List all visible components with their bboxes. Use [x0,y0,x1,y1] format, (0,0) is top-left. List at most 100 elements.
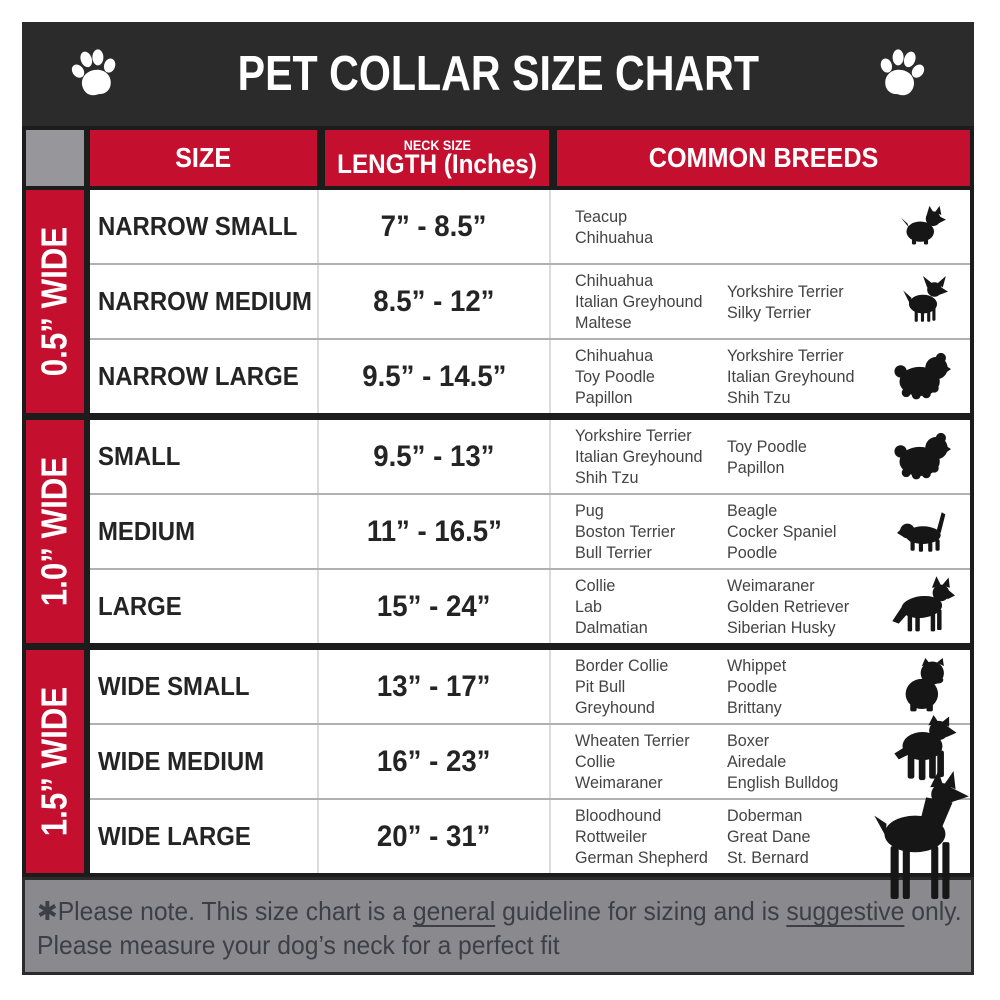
size-chart-table: SIZE NECK SIZE LENGTH (Inches) COMMON BR… [22,126,974,899]
beagle-icon [875,495,970,568]
paw-icon [66,45,123,99]
column-divider [549,495,551,568]
column-header-neck-size: NECK SIZE LENGTH (Inches) [325,130,549,186]
row-divider [90,568,970,570]
table-body: NARROW SMALL 7” - 8.5” Teacup Chihuahua … [90,190,970,899]
column-divider [549,800,551,873]
table-row-wide-medium: WIDE MEDIUM 16” - 23” Wheaten Terrier Co… [90,715,970,798]
column-divider [317,420,319,493]
corner-cell [26,130,84,186]
column-divider [549,725,551,798]
column-divider [549,570,551,643]
table-row-narrow-large: NARROW LARGE 9.5” - 14.5” Chihuahua Toy … [90,340,970,413]
column-divider [317,725,319,798]
breeds-cell: Yorkshire Terrier Italian Greyhound Shih… [551,420,970,493]
breeds-column-2: Yorkshire Terrier Silky Terrier [727,281,844,322]
neck-size-cell: 7” - 8.5” [381,209,487,243]
chihuahua-icon [875,265,970,338]
breeds-cell: Chihuahua Italian Greyhound Maltese York… [551,265,970,338]
table-row-narrow-medium: NARROW MEDIUM 8.5” - 12” Chihuahua Itali… [90,265,970,338]
column-divider [317,650,319,723]
footer-note: ✱Please note. This size chart is a gener… [22,877,974,975]
table-row-wide-large: WIDE LARGE 20” - 31” Bloodhound Rottweil… [90,771,970,899]
column-divider [317,265,319,338]
row-group-narrow: NARROW SMALL 7” - 8.5” Teacup Chihuahua … [90,190,970,413]
table-row-medium: MEDIUM 11” - 16.5” Pug Boston Terrier Bu… [90,495,970,568]
footer-note-line-1: ✱Please note. This size chart is a gener… [37,896,962,926]
size-cell: WIDE LARGE [98,821,251,851]
row-divider [90,493,970,495]
title-bar: PET COLLAR SIZE CHART [22,22,974,126]
breeds-column-1: Border Collie Pit Bull Greyhound [575,656,669,717]
table-row-wide-small: WIDE SMALL 13” - 17” Border Collie Pit B… [90,650,970,723]
german-shepherd-icon [875,570,970,643]
breeds-column-1: Collie Lab Dalmatian [575,576,648,637]
column-header-size: SIZE [90,130,317,186]
table-row-large: LARGE 15” - 24” Collie Lab Dalmatian Wei… [90,570,970,643]
neck-size-cell: 20” - 31” [377,819,491,853]
size-cell: NARROW MEDIUM [98,286,312,316]
breeds-cell: Chihuahua Toy Poodle Papillon Yorkshire … [551,340,970,413]
row-group-wide: WIDE SMALL 13” - 17” Border Collie Pit B… [90,650,970,899]
breeds-column-1: Bloodhound Rottweiler German Shepherd [575,806,708,867]
breeds-column-2: Weimaraner Golden Retriever Siberian Hus… [727,576,850,637]
breeds-column-2: Whippet Poodle Brittany [727,656,787,717]
row-group-standard: SMALL 9.5” - 13” Yorkshire Terrier Itali… [90,420,970,643]
column-header-common-breeds: COMMON BREEDS [557,130,970,186]
column-divider [317,190,319,263]
breeds-cell: Border Collie Pit Bull Greyhound Whippet… [551,650,970,723]
width-group-label-1.0in: 1.0” WIDE [26,420,84,643]
size-cell: LARGE [98,591,182,621]
column-divider [317,495,319,568]
shih-tzu-icon [875,340,970,413]
size-cell: NARROW LARGE [98,361,299,391]
column-divider [549,420,551,493]
paw-icon [873,45,930,99]
row-divider [90,798,970,800]
breeds-cell: Pug Boston Terrier Bull Terrier Beagle C… [551,495,970,568]
neck-size-cell: 15” - 24” [377,589,491,623]
column-divider [317,570,319,643]
neck-size-cell: 16” - 23” [377,744,491,778]
neck-size-cell: 8.5” - 12” [373,284,495,318]
breeds-column-2: Yorkshire Terrier Italian Greyhound Shih… [727,346,855,407]
table-row-narrow-small: NARROW SMALL 7” - 8.5” Teacup Chihuahua [90,190,970,263]
size-cell: WIDE SMALL [98,671,250,701]
size-cell: NARROW SMALL [98,211,298,241]
yorkshire-terrier-icon [875,190,970,263]
breeds-column-2: Toy Poodle Papillon [727,436,807,477]
neck-size-cell: 11” - 16.5” [366,514,502,548]
page-title: PET COLLAR SIZE CHART [237,47,759,101]
breeds-column-1: Yorkshire Terrier Italian Greyhound Shih… [575,426,703,487]
neck-size-cell: 9.5” - 13” [373,439,495,473]
row-divider [90,338,970,340]
breeds-cell: Collie Lab Dalmatian Weimaraner Golden R… [551,570,970,643]
column-divider [549,265,551,338]
neck-size-cell: 13” - 17” [377,669,491,703]
breeds-cell: Wheaten Terrier Collie Weimaraner Boxer … [551,715,970,798]
column-divider [549,190,551,263]
width-group-label-0.5in: 0.5” WIDE [26,190,84,413]
width-group-label-1.5in: 1.5” WIDE [26,650,84,873]
shih-tzu-icon [875,420,970,493]
neck-size-cell: 9.5” - 14.5” [361,359,507,393]
breeds-cell: Bloodhound Rottweiler German Shepherd Do… [551,771,970,899]
table-row-small: SMALL 9.5” - 13” Yorkshire Terrier Itali… [90,420,970,493]
breeds-column-1: Pug Boston Terrier Bull Terrier [575,501,676,562]
breeds-cell: Teacup Chihuahua [551,190,970,263]
breeds-column-1: Wheaten Terrier Collie Weimaraner [575,731,690,792]
footer-note-line-2: Please measure your dog’s neck for a per… [37,930,560,960]
size-cell: SMALL [98,441,181,471]
column-divider [549,340,551,413]
breeds-column-1: Chihuahua Italian Greyhound Maltese [575,271,703,332]
column-divider [549,650,551,723]
row-divider [90,723,970,725]
breeds-column-1: Teacup Chihuahua [575,206,654,247]
column-divider [317,340,319,413]
breeds-column-2: Beagle Cocker Spaniel Poodle [727,501,837,562]
doberman-icon [874,771,970,899]
breeds-column-2: Boxer Airedale English Bulldog [727,731,839,792]
size-cell: MEDIUM [98,516,196,546]
breeds-column-1: Chihuahua Toy Poodle Papillon [575,346,655,407]
